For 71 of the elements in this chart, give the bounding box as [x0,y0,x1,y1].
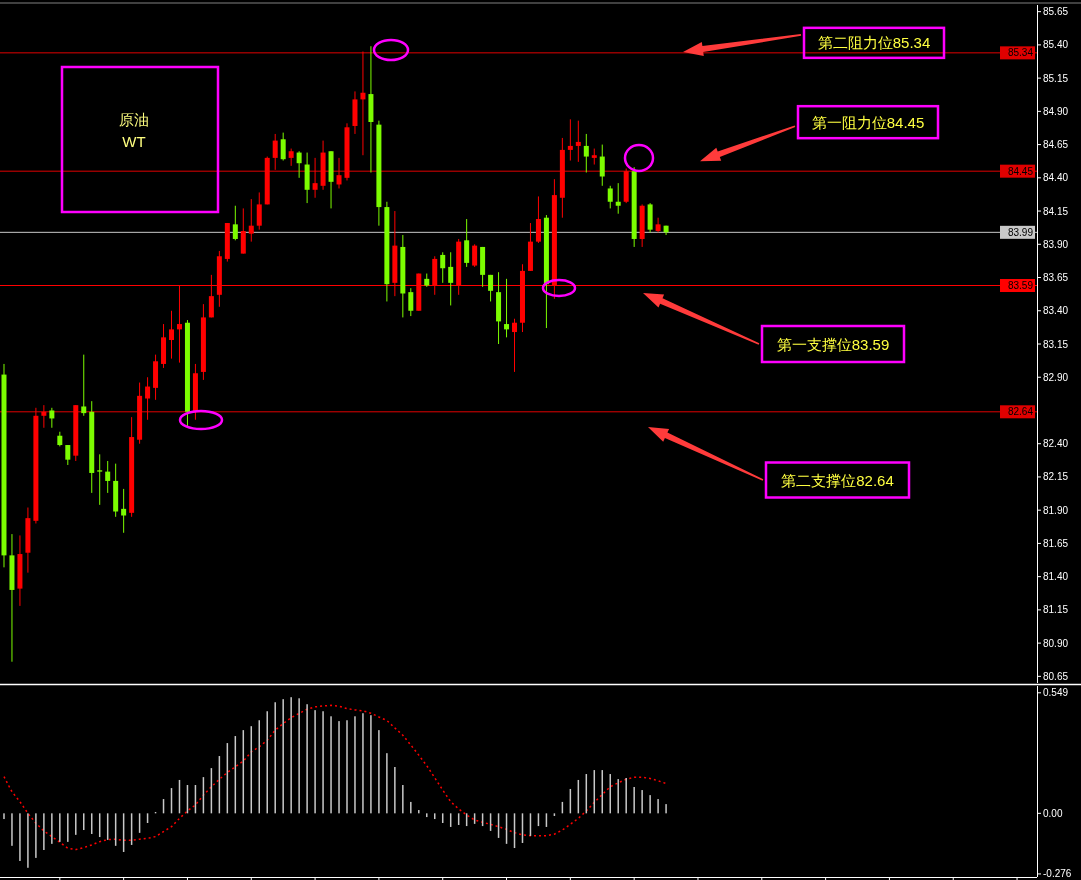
candlestick [208,274,214,318]
candlestick [472,243,478,268]
candlestick [312,157,318,199]
y-tick-label: 0.00 [1043,807,1063,819]
candlestick [575,120,581,163]
candlestick [240,207,246,255]
ref-line-label: 82.64 [1007,406,1034,418]
candlestick [41,404,47,429]
ref-line-label: 84.45 [1007,165,1034,177]
candlestick [296,150,302,179]
candlestick [599,144,605,187]
candlestick [512,318,518,373]
candlestick [256,191,262,231]
candlestick [176,285,182,364]
annotation: 原油 WT [119,111,149,150]
y-tick-label: 81.15 [1043,604,1069,616]
y-tick-label: 80.65 [1043,670,1069,682]
y-tick-label: 83.90 [1043,238,1069,250]
y-tick-label: 83.40 [1043,305,1069,317]
y-tick-label: 81.40 [1043,571,1069,583]
candlestick [169,310,174,360]
annotation: 第二支撑位82.64 [781,471,894,489]
y-tick-label: 84.90 [1043,105,1069,117]
annotation: 第二阻力位85.34 [817,34,931,52]
ref-line-label: 83.99 [1007,226,1034,238]
y-tick-label: 85.65 [1043,6,1069,18]
candlestick [105,460,111,494]
y-tick-label: 83.15 [1043,338,1069,350]
candlestick [408,287,414,317]
candlestick [535,195,541,244]
y-tick-label: 85.15 [1043,72,1069,84]
candlestick [232,205,238,241]
candlestick [464,218,470,268]
y-tick-label: 80.90 [1043,637,1069,649]
y-tick-label: 82.90 [1043,371,1069,383]
candlestick [145,376,151,421]
candlestick [81,354,87,417]
candlestick [488,274,494,302]
candlestick [567,118,573,162]
candlestick [336,157,342,189]
candlestick [448,251,454,306]
candlestick [440,251,446,284]
y-tick-label: 84.65 [1043,139,1069,151]
candlestick [583,133,589,174]
annotation: 第一支撑位83.59 [776,335,890,353]
candlestick [655,217,661,233]
candlestick [49,407,55,429]
candlestick [504,278,510,338]
y-tick-label: 84.40 [1043,172,1069,184]
candlestick [615,182,621,215]
y-tick-label: 0.549 [1043,687,1069,699]
y-tick-label: 81.90 [1043,504,1069,516]
annotation: 第一阻力位84.45 [811,113,925,131]
candlestick [280,132,286,162]
y-tick-label: 81.65 [1043,537,1069,549]
ref-line-label: 85.34 [1007,47,1034,59]
candlestick [121,488,127,534]
candlestick [607,185,613,209]
candlestick [360,51,366,156]
ref-line-label: 83.59 [1007,280,1034,292]
candlestick [97,453,103,506]
y-tick-label: 84.15 [1043,205,1069,217]
y-tick-label: 83.65 [1043,272,1069,284]
candlestick [272,133,278,171]
y-tick-label: 82.15 [1043,471,1069,483]
y-tick-label: 85.40 [1043,39,1069,51]
y-tick-label: -0.276 [1043,868,1072,880]
candlestick [65,444,71,466]
candlestick [248,198,254,243]
line-series [3,704,667,851]
y-tick-label: 82.40 [1043,438,1069,450]
